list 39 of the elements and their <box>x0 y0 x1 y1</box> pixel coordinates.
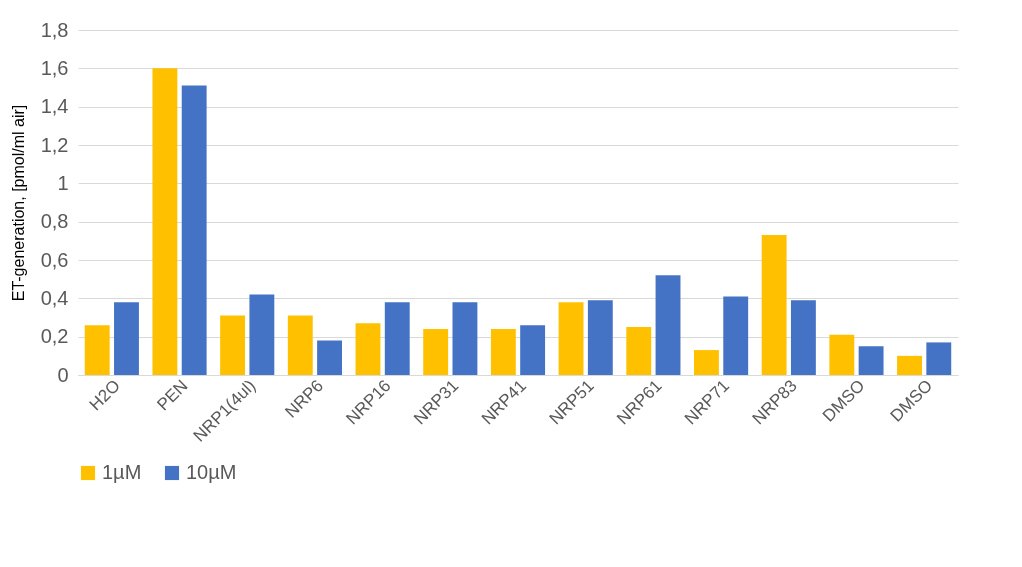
bar <box>490 329 516 375</box>
bar <box>655 275 681 375</box>
bar <box>114 302 139 375</box>
bar <box>694 350 719 375</box>
bar <box>829 334 855 375</box>
bar <box>558 302 584 375</box>
y-tick-label: 0 <box>57 363 69 386</box>
bar <box>423 329 449 375</box>
bar <box>587 300 613 375</box>
y-tick-label: 1,4 <box>40 95 69 118</box>
y-tick-label: 1,2 <box>40 133 69 156</box>
bar <box>220 315 246 375</box>
y-tick-label: 1,8 <box>40 18 69 41</box>
bar <box>152 68 178 375</box>
bar <box>520 325 546 375</box>
legend-label: 10µM <box>186 461 237 483</box>
y-tick-label: 0,6 <box>40 248 69 271</box>
bar <box>384 302 410 375</box>
bar <box>84 325 110 375</box>
bar <box>723 296 749 375</box>
bar <box>858 346 884 375</box>
bar <box>926 342 952 375</box>
bar <box>790 300 816 375</box>
bar <box>181 85 207 375</box>
y-tick-label: 0,4 <box>40 286 69 309</box>
bar <box>452 302 478 375</box>
bar <box>761 235 787 375</box>
y-tick-label: 0,2 <box>40 325 69 348</box>
bar <box>355 323 381 375</box>
bar <box>626 327 652 375</box>
y-tick-label: 0,8 <box>40 210 69 233</box>
bar <box>249 294 275 375</box>
bar <box>317 340 342 375</box>
y-tick-label: 1,6 <box>40 56 69 79</box>
bar <box>897 355 922 375</box>
legend-label: 1µM <box>102 461 142 483</box>
y-tick-label: 1 <box>57 171 69 194</box>
y-axis-title: ET-generation, [pmol/ml air] <box>9 104 27 302</box>
bar <box>287 315 313 375</box>
